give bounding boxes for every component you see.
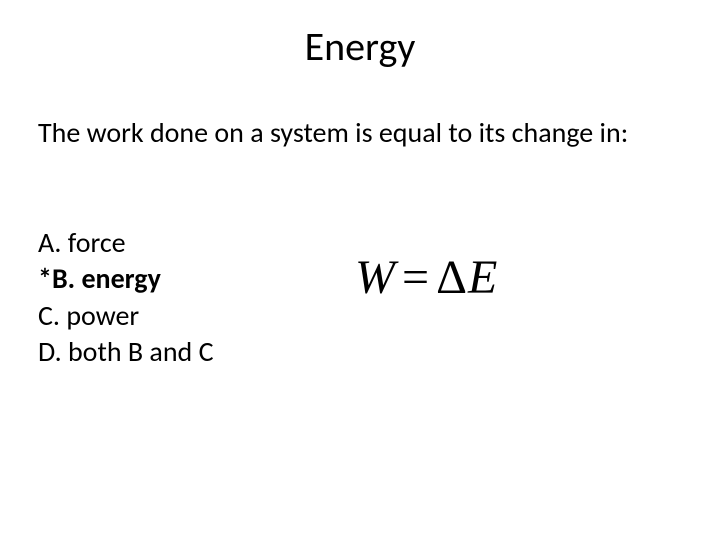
slide-title: Energy <box>0 22 720 71</box>
answer-options: A. force *B. energy C. power D. both B a… <box>38 225 214 371</box>
delta-symbol: Δ <box>436 251 468 304</box>
option-a: A. force <box>38 225 214 261</box>
equals-sign: = <box>396 251 436 304</box>
option-c: C. power <box>38 298 214 334</box>
option-b-correct: *B. energy <box>38 261 214 297</box>
option-d: D. both B and C <box>38 334 214 370</box>
slide: Energy The work done on a system is equa… <box>0 0 720 540</box>
question-text: The work done on a system is equal to it… <box>38 115 638 150</box>
equation-rhs: E <box>468 251 498 304</box>
equation-lhs: W <box>355 251 396 304</box>
equation: W=ΔE <box>355 250 498 305</box>
